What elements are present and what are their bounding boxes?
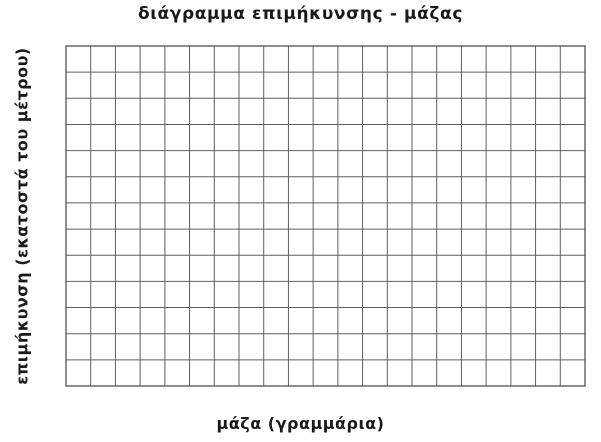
x-axis-label: μάζα (γραμμάρια) bbox=[216, 414, 385, 433]
chart-title: διάγραμμα επιμήκυνσης - μάζας bbox=[137, 4, 463, 24]
grid-lines bbox=[66, 46, 585, 386]
plot-frame bbox=[65, 45, 586, 387]
